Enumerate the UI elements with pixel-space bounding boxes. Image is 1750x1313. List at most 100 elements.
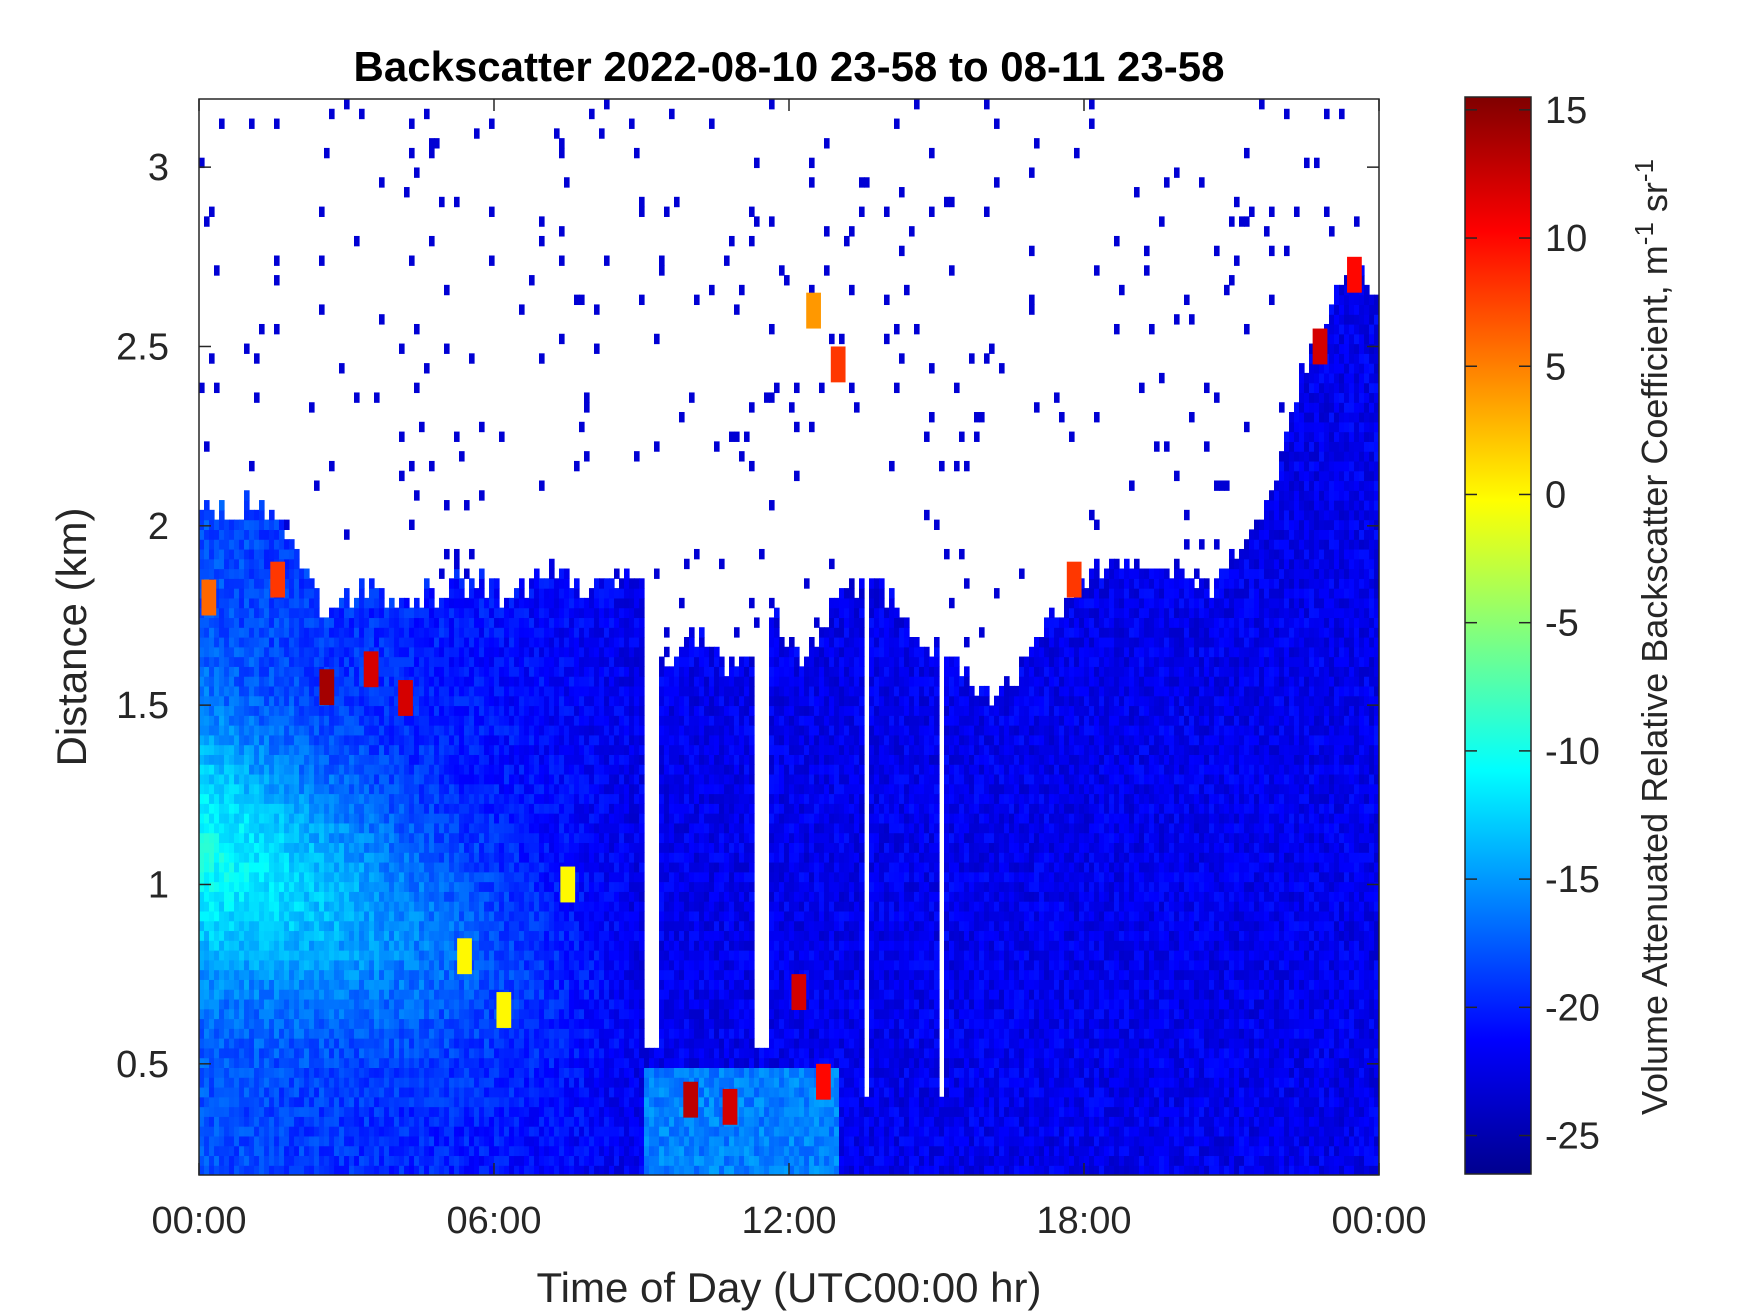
heatmap-cell [274, 529, 280, 540]
heatmap-cell [529, 1165, 535, 1175]
heatmap-cell [399, 861, 405, 873]
heatmap-cell [584, 881, 590, 892]
heatmap-cell [374, 637, 380, 648]
heatmap-cell [214, 558, 220, 570]
heatmap-cell [409, 764, 415, 775]
heatmap-cell [524, 773, 530, 785]
heatmap-cell [469, 910, 475, 922]
heatmap-cell [589, 950, 595, 961]
heatmap-cell [269, 1018, 275, 1029]
heatmap-cell [224, 920, 230, 932]
heatmap-cell [359, 979, 365, 990]
heatmap-cell [444, 901, 450, 912]
heatmap-cell [449, 832, 455, 844]
heatmap-cell [294, 744, 300, 755]
heatmap-cell [339, 1038, 345, 1049]
heatmap-cell [284, 1165, 290, 1175]
heatmap-cell [214, 715, 220, 726]
heatmap-cell [204, 715, 210, 726]
heatmap-cell [509, 1077, 515, 1088]
heatmap-cell [344, 685, 350, 697]
heatmap-cell [554, 969, 560, 980]
heatmap-cell [344, 617, 350, 628]
heatmap-cell [389, 832, 395, 844]
heatmap-cell [284, 891, 290, 902]
heatmap-cell [389, 920, 395, 932]
heatmap-cell [229, 901, 235, 912]
heatmap-cell [574, 1135, 580, 1147]
heatmap-cell [364, 1018, 370, 1029]
heatmap-cell [424, 861, 430, 873]
heatmap-cell [269, 861, 275, 873]
heatmap-cell [429, 1165, 435, 1175]
heatmap-cell [469, 1145, 475, 1157]
heatmap-cell [214, 969, 220, 980]
heatmap-cell [529, 891, 535, 902]
heatmap-cell [254, 959, 260, 971]
heatmap-cell [484, 930, 490, 941]
heatmap-cell [204, 1077, 210, 1088]
heatmap-cell [524, 901, 530, 912]
heatmap-cell [479, 998, 485, 1010]
heatmap-cell [369, 1038, 375, 1049]
heatmap-cell [424, 1028, 430, 1039]
heatmap-cell [339, 646, 345, 658]
heatmap-cell [269, 637, 275, 648]
heatmap-cell [254, 558, 260, 570]
heatmap-cell [209, 998, 215, 1010]
heatmap-cell [334, 940, 340, 951]
heatmap-cell [564, 666, 570, 677]
heatmap-cell [444, 656, 450, 667]
heatmap-cell [374, 959, 380, 971]
heatmap-cell [459, 734, 465, 746]
heatmap-cell [294, 1067, 300, 1078]
heatmap-cell [254, 646, 260, 658]
heatmap-cell [354, 1116, 360, 1127]
heatmap-cell [334, 1145, 340, 1157]
heatmap-cell [234, 764, 240, 775]
heatmap-cell [314, 773, 320, 785]
heatmap-cell [239, 813, 245, 824]
heatmap-cell [219, 773, 225, 785]
heatmap-cell [249, 959, 255, 971]
heatmap-cell [374, 803, 380, 814]
heatmap-cell [574, 979, 580, 990]
heatmap-cell [569, 822, 575, 834]
heatmap-cell [374, 1047, 380, 1059]
heatmap-cell [469, 725, 475, 736]
heatmap-cell [484, 685, 490, 697]
heatmap-cell [414, 1077, 420, 1088]
heatmap-cell [224, 548, 230, 560]
heatmap-cell [344, 1008, 350, 1020]
heatmap-cell [504, 1086, 510, 1098]
heatmap-cell [294, 725, 300, 736]
heatmap-cell [474, 588, 480, 599]
heatmap-cell [319, 1067, 325, 1078]
heatmap-cell [269, 519, 275, 530]
heatmap-cell [389, 637, 395, 648]
heatmap-cell [564, 1008, 570, 1020]
heatmap-cell [289, 568, 295, 579]
heatmap-cell [424, 1067, 430, 1078]
heatmap-cell [454, 725, 460, 736]
heatmap-cell [494, 1038, 500, 1049]
heatmap-cell [199, 852, 205, 863]
heatmap-cell [289, 685, 295, 697]
heatmap-cell [549, 725, 555, 736]
heatmap-cell [594, 1155, 600, 1166]
heatmap-cell [249, 695, 255, 707]
heatmap-cell [214, 265, 220, 276]
heatmap-cell [294, 861, 300, 873]
heatmap-cell [509, 950, 515, 961]
heatmap-cell [504, 764, 510, 775]
heatmap-cell [384, 793, 390, 804]
heatmap-cell [224, 617, 230, 628]
heatmap-cell [209, 548, 215, 560]
heatmap-cell [369, 617, 375, 628]
heatmap-cell [549, 842, 555, 853]
heatmap-cell [584, 1116, 590, 1127]
heatmap-cell [399, 989, 405, 1000]
heatmap-cell [349, 989, 355, 1000]
heatmap-cell [249, 734, 255, 746]
heatmap-cell [529, 597, 535, 609]
